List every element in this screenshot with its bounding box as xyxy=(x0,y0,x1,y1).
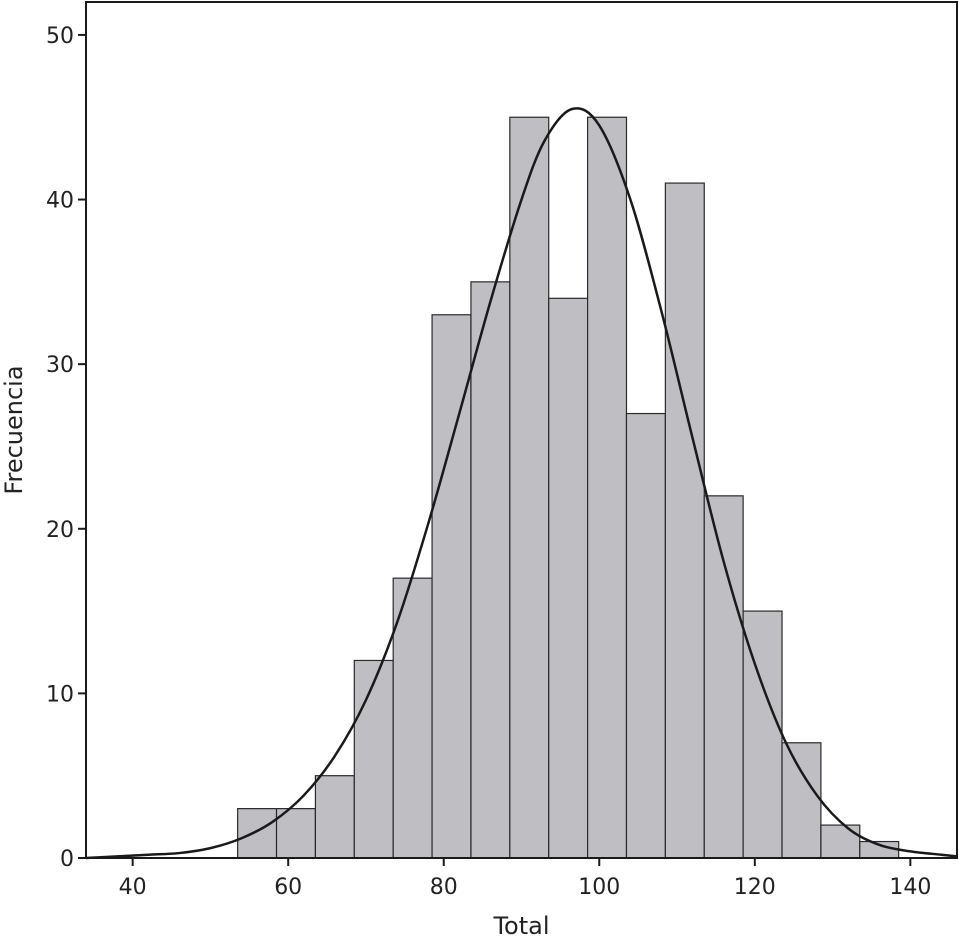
x-tick-label-140: 140 xyxy=(889,875,931,900)
histogram-bar-13 xyxy=(703,495,744,859)
x-tick-label-80: 80 xyxy=(430,875,458,900)
y-tick-label-0: 0 xyxy=(60,847,74,872)
y-axis-ticks: 0 10 20 30 40 50 xyxy=(46,24,86,872)
histogram-bar-9 xyxy=(548,297,589,859)
y-tick-label-50: 50 xyxy=(46,24,74,49)
x-axis-ticks: 40 60 80 100 120 140 xyxy=(119,858,931,900)
histogram-bar-15 xyxy=(781,742,822,859)
x-tick-label-100: 100 xyxy=(578,875,620,900)
histogram-bar-3 xyxy=(314,775,355,859)
histogram-bar-1 xyxy=(237,808,278,859)
y-tick-label-20: 20 xyxy=(46,518,74,543)
histogram-bar-4 xyxy=(353,659,394,859)
histogram-bar-12 xyxy=(664,182,705,859)
histogram-bar-8 xyxy=(509,116,550,859)
plot-frame xyxy=(85,1,958,859)
x-tick-label-40: 40 xyxy=(119,875,147,900)
histogram-bar-10 xyxy=(587,116,628,859)
histogram-bar-7 xyxy=(470,281,511,859)
x-tick-label-120: 120 xyxy=(734,875,776,900)
y-tick-label-10: 10 xyxy=(46,682,74,707)
y-tick-label-30: 30 xyxy=(46,353,74,378)
y-axis-title: Frecuencia xyxy=(0,365,28,494)
x-axis-title: Total xyxy=(492,912,549,940)
y-tick-label-40: 40 xyxy=(46,189,74,214)
histogram-bar-2 xyxy=(275,808,317,859)
bars-group xyxy=(237,116,900,859)
histogram-bar-11 xyxy=(625,412,666,859)
histogram-bar-16 xyxy=(820,824,861,859)
normal-curve xyxy=(85,107,958,860)
x-tick-label-60: 60 xyxy=(274,875,302,900)
